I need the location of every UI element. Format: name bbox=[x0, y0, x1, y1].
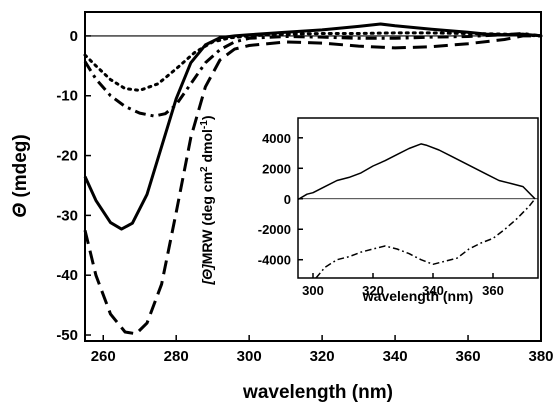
inset-y-axis-symbol: [Θ] bbox=[199, 263, 215, 286]
main-x-tick-label: 320 bbox=[310, 348, 335, 365]
main-x-tick-label: 300 bbox=[237, 348, 262, 365]
main-x-tick-label: 380 bbox=[528, 348, 553, 365]
main-series-dash-dot-line bbox=[83, 32, 542, 118]
main-x-tick-label: 360 bbox=[456, 348, 481, 365]
main-y-tick-label: -20 bbox=[56, 148, 78, 165]
inset-y-tick-label: 4000 bbox=[262, 131, 291, 146]
inset-x-axis-title: wavelength (nm) bbox=[362, 288, 473, 304]
inset-series-layer bbox=[297, 143, 536, 279]
inset-y-axis-sup1: 2 bbox=[199, 166, 210, 172]
inset-y-tick-label: -2000 bbox=[258, 222, 291, 237]
main-y-tick-label: -50 bbox=[56, 327, 78, 344]
main-y-tick-label: 0 bbox=[70, 28, 78, 45]
inset-y-tick-label: -4000 bbox=[258, 253, 291, 268]
main-series-dashed-line bbox=[83, 34, 541, 336]
main-x-ticks: 260 280 300 320 340 360 380 bbox=[91, 335, 554, 365]
inset-y-axis-end: ) bbox=[199, 115, 215, 120]
main-x-axis-title: wavelength (nm) bbox=[242, 382, 393, 402]
inset-y-axis-sup2: -1 bbox=[199, 120, 210, 129]
inset-y-ticks: 4000 2000 0 -2000 -4000 bbox=[258, 131, 303, 268]
main-plot-frame bbox=[84, 11, 542, 342]
inset-x-tick-label: 340 bbox=[422, 283, 444, 298]
main-x-tick-label: 340 bbox=[383, 348, 408, 365]
main-x-tick-label: 280 bbox=[164, 348, 189, 365]
main-series-layer bbox=[83, 22, 543, 336]
main-y-axis-title: Θ (mdeg) bbox=[10, 134, 31, 217]
main-y-axis-symbol: Θ bbox=[10, 203, 31, 218]
main-y-tick-label: -10 bbox=[56, 88, 78, 105]
main-y-tick-label: -30 bbox=[56, 207, 78, 224]
main-series-dotted-line bbox=[83, 31, 543, 92]
inset-series-solid-line bbox=[297, 143, 536, 201]
main-y-ticks: 0 -10 -20 -30 -40 -50 bbox=[56, 28, 91, 344]
inset-y-tick-label: 2000 bbox=[262, 161, 291, 176]
inset-x-tick-label: 300 bbox=[302, 283, 324, 298]
inset-y-tick-label: 0 bbox=[284, 192, 291, 207]
inset-chart: 300 320 340 360 4000 2000 0 -2000 -4000 wavelen… bbox=[199, 115, 539, 304]
inset-x-tick-label: 320 bbox=[362, 283, 384, 298]
main-x-tick-label: 260 bbox=[91, 348, 116, 365]
inset-y-axis-unit: MRW (deg cm bbox=[199, 172, 215, 264]
main-chart: 260 280 300 320 340 360 380 0-10-20-30-40-50 w… bbox=[10, 11, 554, 402]
inset-background bbox=[298, 118, 538, 278]
main-y-tick-label: -40 bbox=[56, 267, 78, 284]
inset-y-axis-mid: dmol bbox=[199, 129, 215, 166]
inset-x-ticks: 300 320 340 360 bbox=[302, 273, 504, 298]
inset-plot-frame bbox=[297, 117, 539, 279]
inset-x-tick-label: 360 bbox=[482, 283, 504, 298]
main-y-axis-unit: (mdeg) bbox=[10, 134, 31, 203]
inset-y-axis-title: [Θ]MRW (deg cm2 dmol-1) bbox=[199, 115, 215, 285]
